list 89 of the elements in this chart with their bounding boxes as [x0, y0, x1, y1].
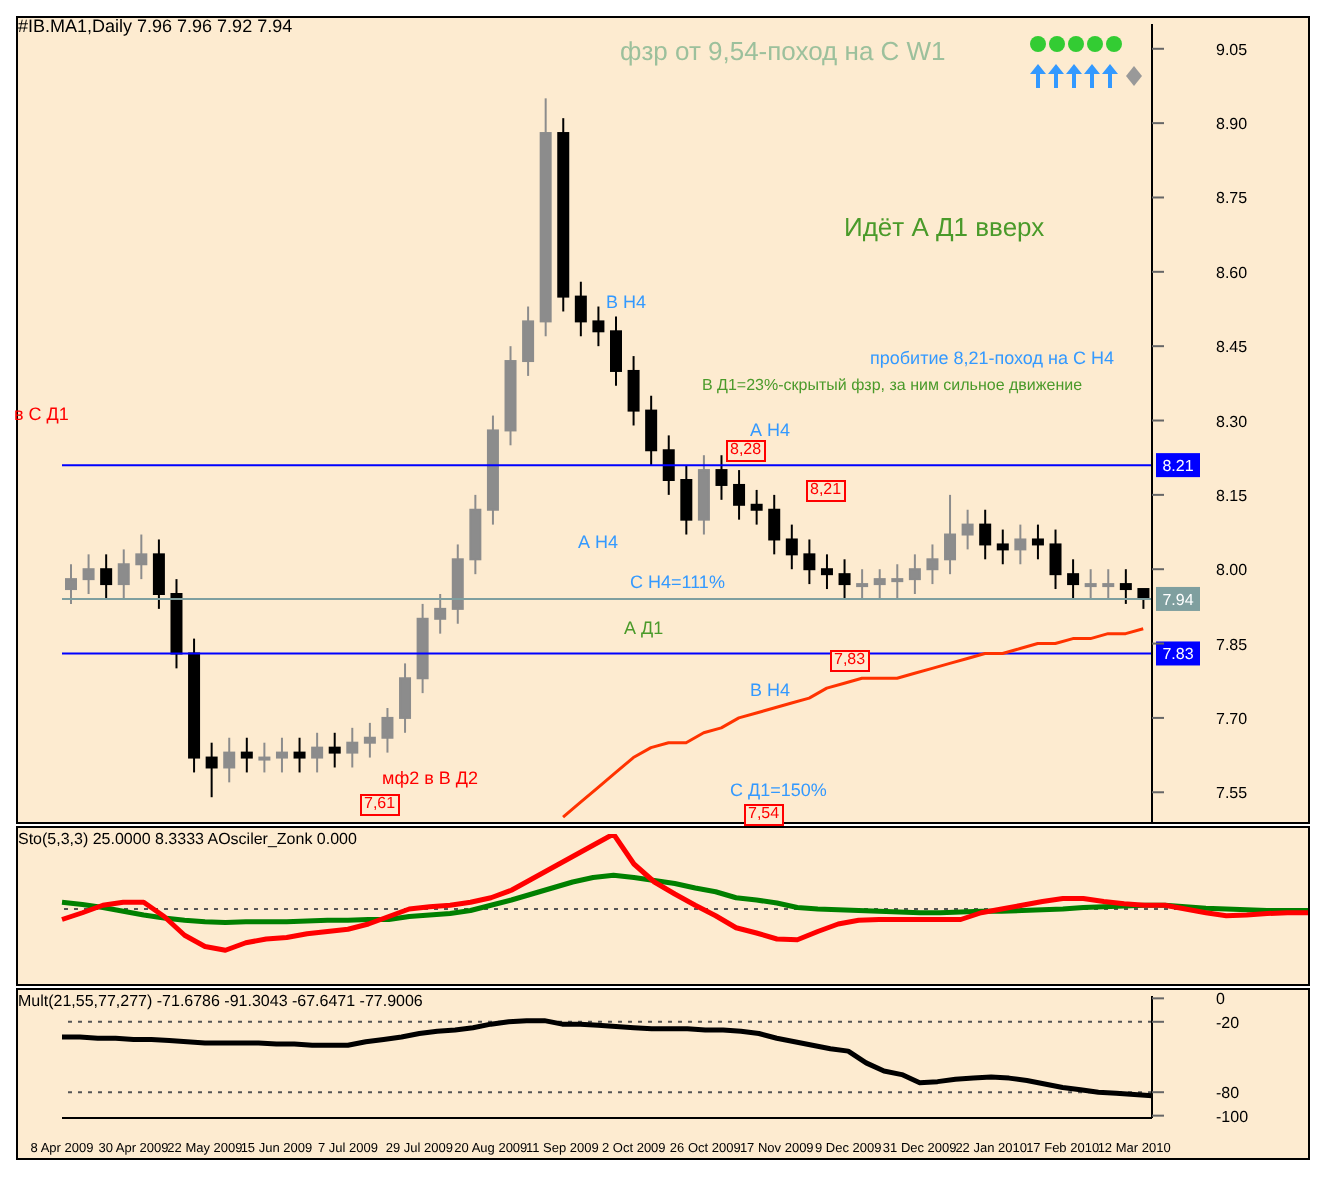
- candlestick: [223, 736, 236, 784]
- candlestick: [750, 488, 763, 526]
- candlestick: [152, 538, 165, 610]
- annotation: 8,28: [726, 440, 766, 462]
- candlestick: [100, 553, 113, 600]
- y-tick-label: -80: [1216, 1084, 1241, 1103]
- candlestick: [768, 493, 781, 556]
- y-tick-label: 8.15: [1216, 486, 1249, 505]
- y-tick-label: 7.55: [1216, 784, 1249, 803]
- candlestick: [785, 523, 798, 571]
- candlestick: [680, 464, 693, 536]
- candlestick: [1084, 568, 1097, 600]
- annotation: А Д1: [624, 618, 664, 640]
- candlestick: [979, 508, 992, 561]
- candlestick: [275, 736, 288, 774]
- candlestick: [838, 558, 851, 600]
- candlestick: [996, 528, 1009, 566]
- candlestick: [1067, 558, 1080, 600]
- candlestick: [1102, 568, 1115, 600]
- candlestick: [363, 721, 376, 759]
- candlestick: [258, 741, 271, 774]
- y-tick-label: 8.60: [1216, 263, 1249, 282]
- annotation: Sto(5,3,3) 25.0000 8.3333 AOsciler_Zonk 0.000: [18, 830, 357, 850]
- annotation: мф2 в В Д2: [382, 768, 478, 790]
- ref-line-label: 8.21: [1162, 457, 1195, 476]
- candlestick: [293, 736, 306, 774]
- candlestick: [399, 662, 412, 734]
- annotation: В Д1=23%-скрытый фзр, за ним сильное движение: [702, 376, 1083, 396]
- candlestick: [961, 508, 974, 551]
- candlestick: [891, 563, 904, 600]
- y-tick-label: 8.30: [1216, 412, 1249, 431]
- candlestick: [311, 731, 324, 774]
- candlestick: [240, 736, 253, 774]
- annotation: Mult(21,55,77,277) -71.6786 -91.3043 -67.6471 -77.9006: [18, 992, 423, 1012]
- candlestick: [135, 533, 148, 581]
- candlestick: [908, 553, 921, 595]
- y-tick-label: 8.75: [1216, 189, 1249, 208]
- candlestick: [1014, 523, 1027, 566]
- ref-line-label: 7.94: [1162, 590, 1195, 609]
- candlestick: [1049, 528, 1062, 591]
- candlestick: [117, 548, 130, 600]
- candlestick: [820, 553, 833, 591]
- candlestick: [592, 305, 605, 348]
- candlestick: [1119, 568, 1132, 605]
- annotation: 7,83: [830, 650, 870, 672]
- candlestick: [944, 493, 957, 576]
- candlestick: [574, 280, 587, 338]
- candlestick: [627, 355, 640, 427]
- candlestick: [610, 315, 622, 387]
- y-tick-label: -100: [1216, 1107, 1250, 1126]
- y-tick-label: 0: [1216, 990, 1226, 1009]
- annotation: пробитие 8,21-поход на С Н4: [870, 348, 1114, 370]
- candlestick: [926, 543, 939, 586]
- candlestick: [522, 305, 535, 377]
- y-tick-label: 7.70: [1216, 709, 1249, 728]
- candlestick: [856, 568, 869, 600]
- candlestick: [328, 731, 341, 769]
- candlestick: [82, 553, 95, 595]
- annotation: А Н4: [750, 420, 791, 442]
- candlestick: [873, 568, 886, 600]
- candlestick: [65, 563, 77, 605]
- candlestick: [645, 394, 658, 467]
- annotation: С Н4=111%: [630, 572, 725, 594]
- annotation: #IB.MA1,Daily 7.96 7.96 7.92 7.94: [18, 16, 293, 38]
- y-tick-label: 7.85: [1216, 635, 1249, 654]
- y-tick-label: -20: [1216, 1013, 1241, 1032]
- candlestick: [205, 741, 218, 799]
- candlestick: [434, 593, 447, 635]
- annotation: 7,54: [744, 804, 784, 826]
- candlestick: [1031, 523, 1044, 561]
- y-tick-label: 8.45: [1216, 338, 1249, 357]
- annotation: 7,61: [360, 794, 400, 816]
- annotation: В Н4: [750, 680, 791, 702]
- ref-line-label: 7.83: [1162, 645, 1195, 664]
- candlestick: [733, 469, 746, 521]
- annotation: А Н4: [578, 532, 619, 554]
- annotation: фзр от 9,54-поход на С W1: [620, 36, 946, 67]
- y-tick-label: 8.00: [1216, 561, 1249, 580]
- candlestick: [715, 454, 728, 501]
- candlestick: [662, 434, 675, 496]
- candlestick: [381, 707, 394, 754]
- annotation: Идёт А Д1 вверх: [844, 212, 1045, 243]
- candlestick: [346, 726, 359, 769]
- annotation: С Д1=150%: [730, 780, 827, 802]
- y-tick-label: 8.90: [1216, 115, 1249, 134]
- annotation: 8,21: [806, 480, 846, 502]
- y-tick-label: 9.05: [1216, 40, 1249, 59]
- candlestick: [803, 538, 816, 586]
- annotation: В Н4: [606, 292, 647, 314]
